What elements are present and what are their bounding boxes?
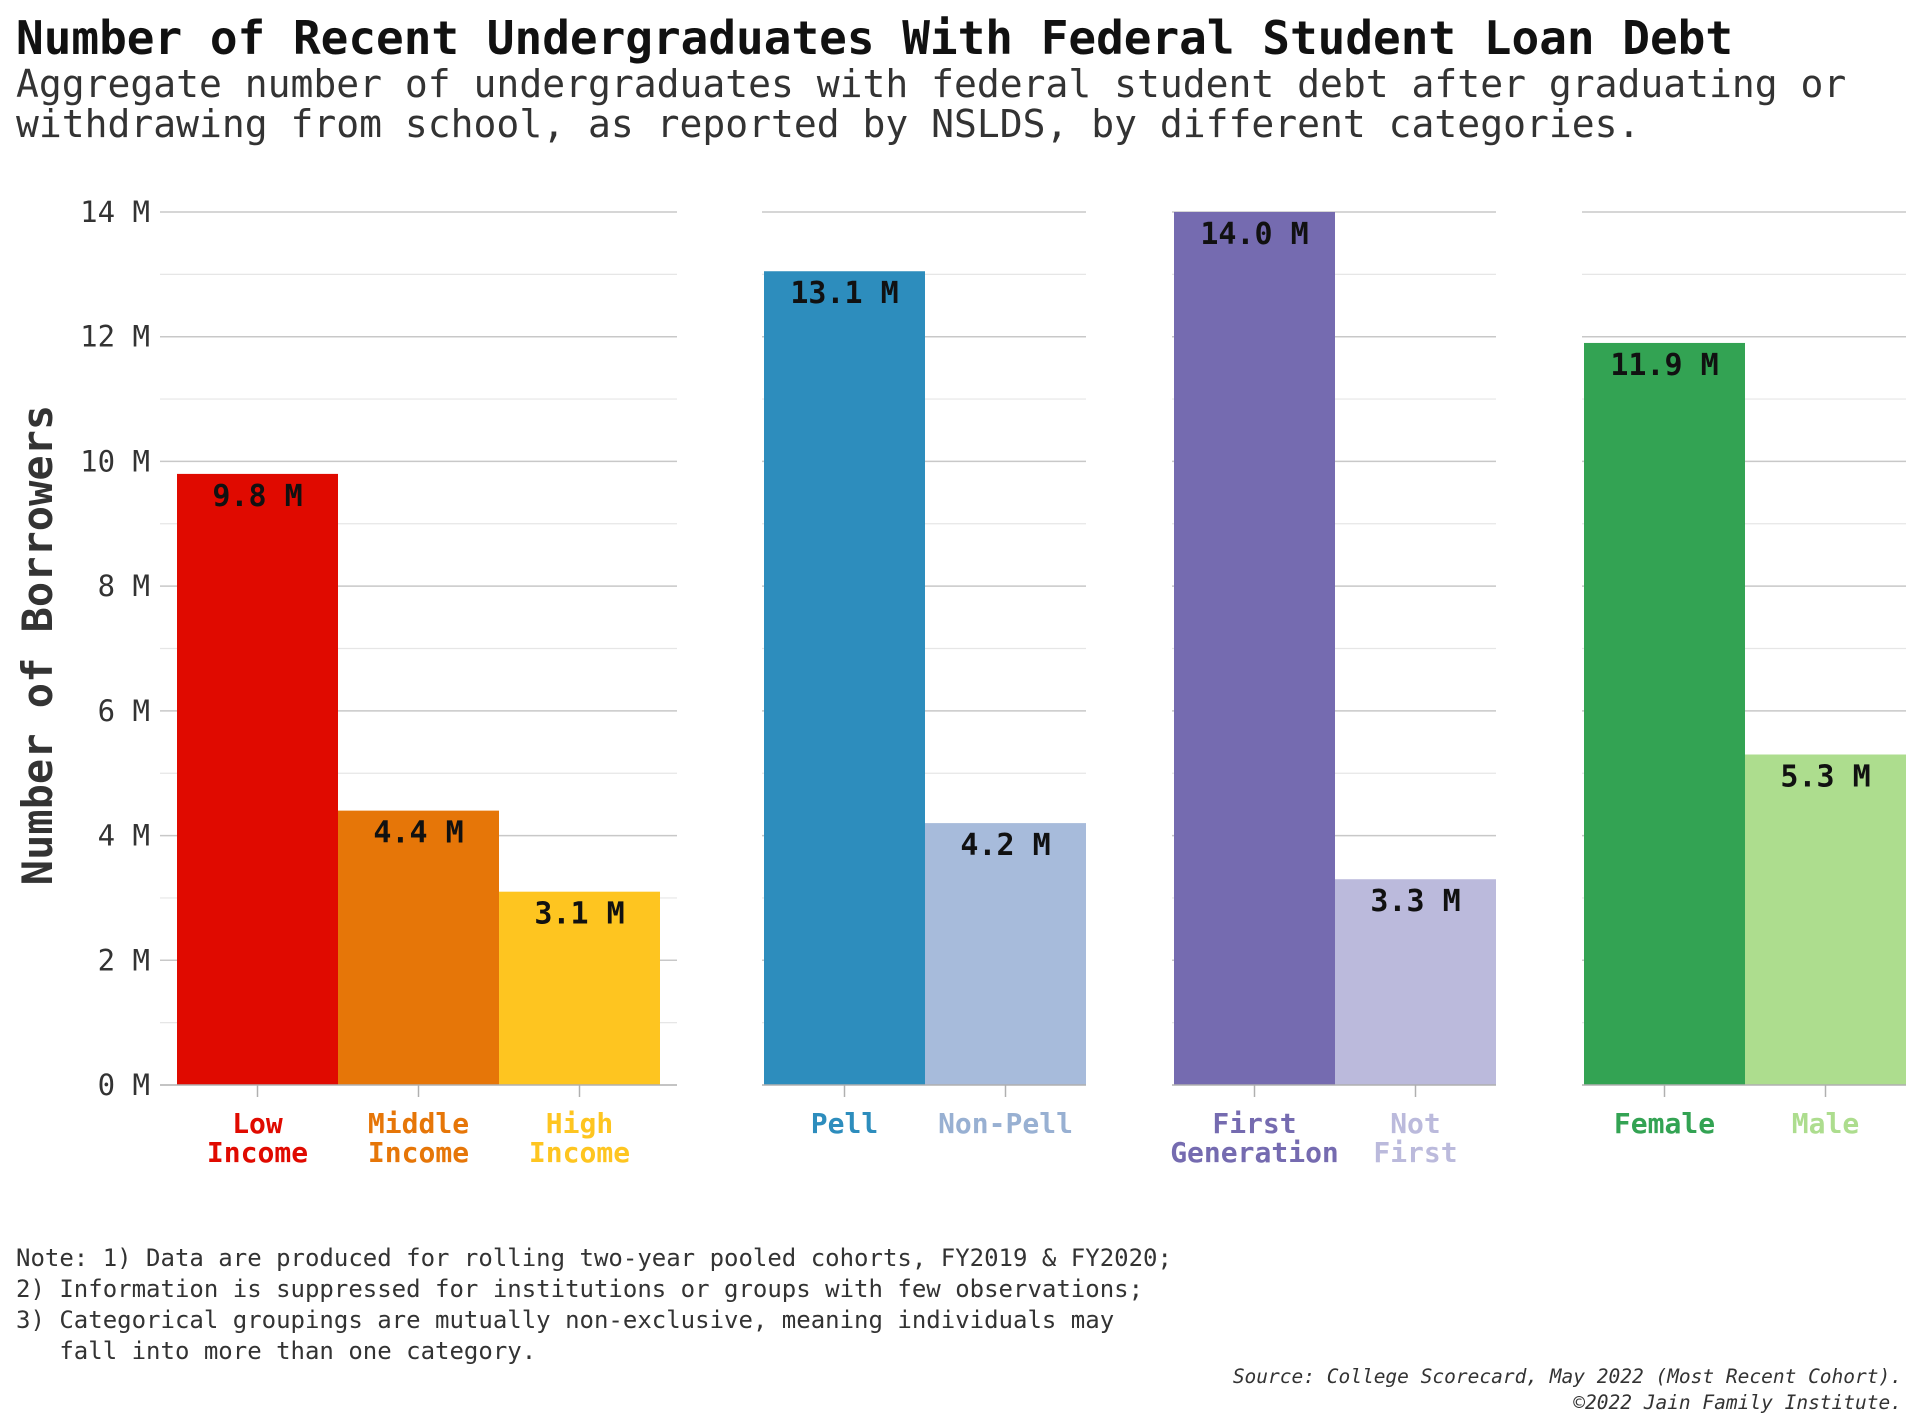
data-label: 4.2 M <box>960 828 1050 863</box>
x-tick-label: Low <box>232 1107 283 1140</box>
bar <box>177 473 338 1085</box>
data-label: 5.3 M <box>1780 760 1870 795</box>
data-label: 4.4 M <box>373 816 463 851</box>
y-tick-label: 2 M <box>98 943 150 977</box>
bar <box>1335 879 1496 1085</box>
y-tick-label: 6 M <box>98 694 150 728</box>
x-tick-label: Middle <box>368 1107 469 1140</box>
note-line-1: Note: 1) Data are produced for rolling t… <box>16 1244 1172 1272</box>
chart-title: Number of Recent Undergraduates With Fed… <box>16 11 1733 65</box>
source-line-2: ©2022 Jain Family Institute. <box>1573 1391 1902 1414</box>
x-tick-label: High <box>546 1107 613 1140</box>
bars: 9.8 M 4.4 M 3.1 M 13.1 M 4.2 M 14.0 M 3.3 M 11.… <box>177 212 1906 1086</box>
y-tick-label: 10 M <box>80 444 150 478</box>
data-label: 3.3 M <box>1370 884 1460 919</box>
x-tick-label: Pell <box>811 1107 878 1140</box>
y-tick-label: 0 M <box>98 1068 150 1102</box>
x-tick-label: First <box>1212 1107 1296 1140</box>
bar <box>1745 754 1906 1085</box>
note-line-4: fall into more than one category. <box>16 1337 536 1365</box>
x-tick-label: Non-Pell <box>938 1107 1073 1140</box>
x-tick-label: Male <box>1792 1107 1859 1140</box>
x-tick-label: Female <box>1614 1107 1715 1140</box>
bar <box>925 823 1086 1085</box>
x-tick-label: Not <box>1390 1107 1441 1140</box>
bar <box>499 891 660 1085</box>
note-line-2: 2) Information is suppressed for institu… <box>16 1275 1143 1303</box>
x-tick-label: Generation <box>1170 1136 1339 1169</box>
data-label: 11.9 M <box>1610 348 1718 383</box>
bar <box>1584 342 1745 1085</box>
y-tick-label: 8 M <box>98 569 150 603</box>
y-tick-label: 4 M <box>98 819 150 853</box>
data-label: 3.1 M <box>534 897 624 932</box>
y-tick-label: 12 M <box>80 320 150 354</box>
source-line-1: Source: College Scorecard, May 2022 (Mos… <box>1233 1365 1902 1388</box>
y-axis-label: Number of Borrowers <box>13 405 62 885</box>
x-tick-label: Income <box>529 1136 630 1169</box>
y-tick-label: 14 M <box>80 195 150 229</box>
x-tick-label: Income <box>207 1136 308 1169</box>
bar <box>338 810 499 1085</box>
bar <box>764 271 925 1086</box>
note-line-3: 3) Categorical groupings are mutually no… <box>16 1306 1114 1334</box>
data-label: 14.0 M <box>1200 217 1308 252</box>
chart-subtitle-line-2: withdrawing from school, as reported by … <box>16 102 1640 146</box>
y-axis: 0 M 2 M 4 M 6 M 8 M 10 M 12 M 14 M <box>80 195 150 1102</box>
data-label: 13.1 M <box>790 276 898 311</box>
data-label: 9.8 M <box>212 479 302 514</box>
chart-subtitle-line-1: Aggregate number of undergraduates with … <box>16 62 1846 106</box>
x-tick-label: First <box>1373 1136 1457 1169</box>
x-tick-label: Income <box>368 1136 469 1169</box>
bar <box>1174 212 1335 1085</box>
